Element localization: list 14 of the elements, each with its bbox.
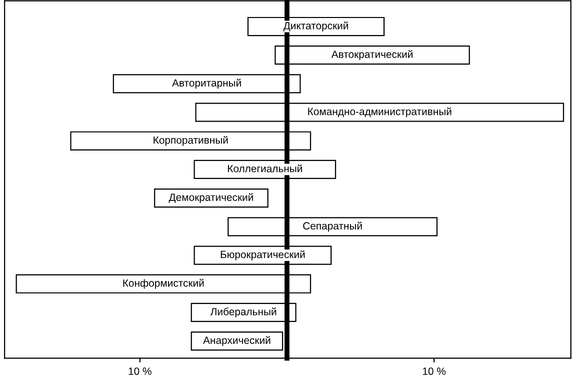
x-tick-label: 10 % [128,368,152,375]
y-tick-label: Бюрократический [220,250,305,260]
y-tick-label: Сепаратный [303,222,362,232]
y-tick-label: Командно-административный [308,107,452,118]
y-tick-label: Либеральный [210,308,276,318]
y-tick-label: Анархический [203,336,270,346]
y-tick-label: Автократический [331,50,412,60]
y-tick-label: Демократический [168,193,253,204]
y-tick-label: Коллегиальный [228,164,302,172]
y-tick-label: Авторитарный [172,78,241,89]
y-tick-label: Диктаторский [283,22,348,32]
y-tick-label: Конформистский [123,278,204,289]
y-tick-label: Корпоративный [154,136,228,146]
x-tick-label: 10 % [422,368,446,375]
